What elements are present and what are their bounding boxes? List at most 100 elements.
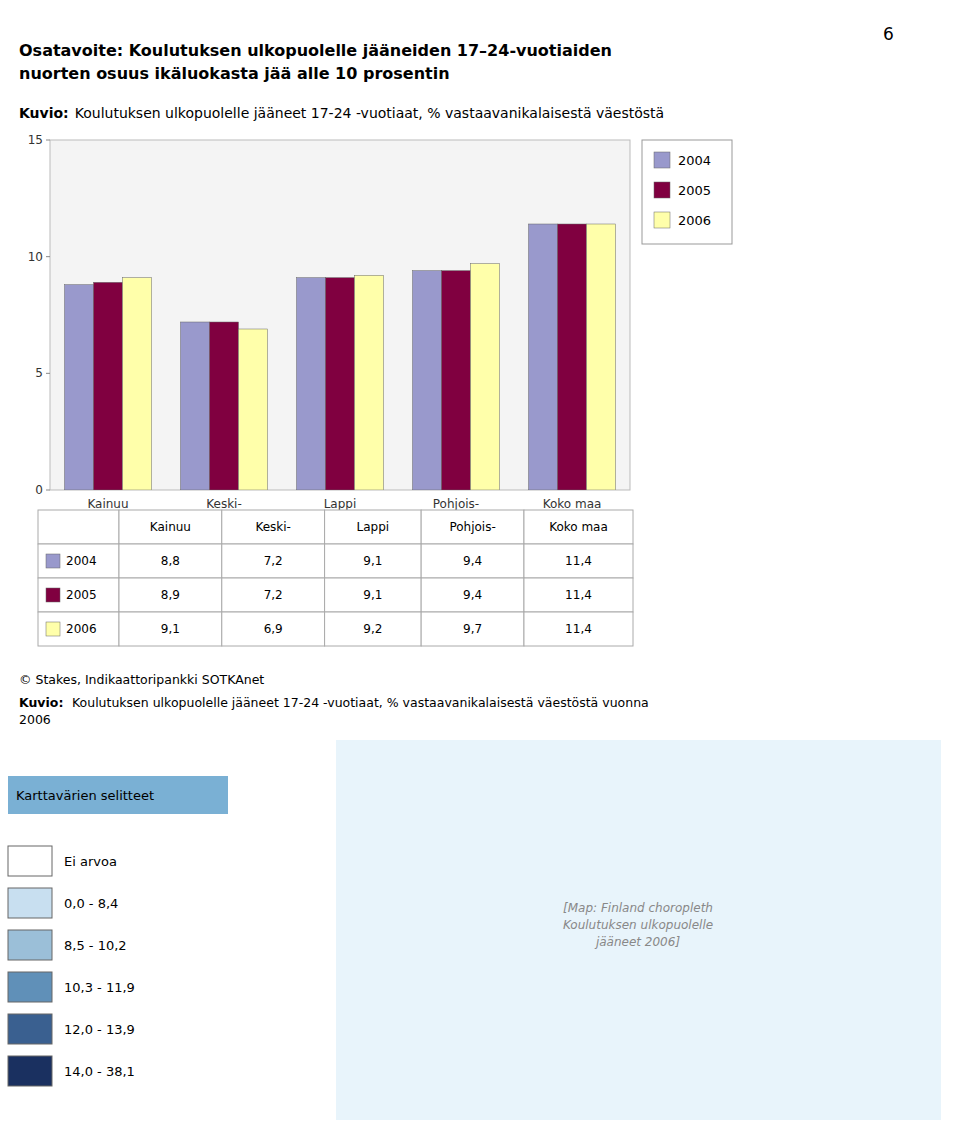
table-cell [38,612,119,646]
table-cell [524,510,633,544]
table-cell [421,612,524,646]
map-placeholder-area [336,740,941,1120]
map-legend-swatch [8,1056,52,1086]
table-value: 8,9 [161,588,180,602]
footer-text: Koulutuksen ulkopuolelle jääneet 17-24 -… [19,695,649,727]
bar [65,285,94,490]
table-value: 7,2 [264,588,283,602]
table-cell [119,612,222,646]
footer-label: Kuvio: [19,695,63,710]
table-value: 9,1 [161,622,180,636]
table-value: 9,7 [463,622,482,636]
table-value: 7,2 [264,554,283,568]
bar [181,322,210,490]
table-cell [325,612,422,646]
table-value: 9,4 [463,554,482,568]
chart-caption: Kuvio: Koulutuksen ulkopuolelle jääneet 1… [19,105,664,121]
table-row-label: 2006 [66,622,97,636]
table-header: Lappi [357,520,390,534]
bar [326,278,355,490]
table-cell [119,544,222,578]
y-tick [46,373,50,374]
plot-area [50,140,630,490]
y-tick-label: 10 [28,250,43,264]
x-tick-label: Kainuu [87,497,128,511]
bar [587,224,616,490]
table-value: 11,4 [565,554,592,568]
map-legend-label: 0,0 - 8,4 [64,896,118,911]
table-swatch [46,588,60,602]
table-cell [524,544,633,578]
bars [65,224,616,490]
table-value: 9,1 [363,554,382,568]
table-cell [222,612,325,646]
map-legend-swatch [8,846,52,876]
y-tick [46,140,50,141]
bar [413,271,442,490]
map-legend-label: 10,3 - 11,9 [64,980,135,995]
x-tick-label: Keski- [206,497,242,511]
map-legend-header [8,776,228,814]
legend-swatch [654,212,670,228]
table-cell [421,578,524,612]
table-value: 6,9 [264,622,283,636]
legend-label: 2005 [678,183,711,198]
table-cell [421,544,524,578]
page-number: 6 [883,24,894,44]
table-value: 11,4 [565,622,592,636]
table-cell [325,510,422,544]
table-header: Kainuu [150,520,191,534]
caption-label: Kuvio: [19,105,69,121]
table-value: 11,4 [565,588,592,602]
x-tick-label: Koko maa [543,497,602,511]
x-tick-label: Lappi [324,497,357,511]
map-legend-title: Karttavärien selitteet [16,788,154,803]
table-cell [119,578,222,612]
legend-label: 2006 [678,213,711,228]
legend-swatch [654,182,670,198]
table-cell [38,578,119,612]
table-cell [421,510,524,544]
table-row-label: 2004 [66,554,97,568]
table-swatch [46,554,60,568]
table-value: 9,1 [363,588,382,602]
table-header: Keski- [255,520,291,534]
table-cell [222,510,325,544]
bar [123,278,152,490]
legend-swatch [654,152,670,168]
y-tick-label: 0 [35,483,43,497]
table-cell [222,578,325,612]
bar [471,264,500,490]
bar [210,322,239,490]
table-header: Pohjois- [449,520,495,534]
table-cell [38,544,119,578]
map-legend-label: 12,0 - 13,9 [64,1022,135,1037]
map-legend-label: 14,0 - 38,1 [64,1064,135,1079]
table-cell [524,612,633,646]
source: © Stakes, Indikaattoripankki SOTKAnet [19,672,264,687]
map-legend-swatch [8,1014,52,1044]
bar [355,275,384,490]
bar [442,271,471,490]
map-legend-label: 8,5 - 10,2 [64,938,127,953]
y-tick [46,490,50,491]
table-value: 9,4 [463,588,482,602]
table-value: 8,8 [161,554,180,568]
table-row-label: 2005 [66,588,97,602]
title: Osatavoite: Koulutuksen ulkopuolelle jää… [19,41,612,83]
y-tick [46,256,50,257]
legend [642,140,732,244]
table-value: 9,2 [363,622,382,636]
map-legend-swatch [8,888,52,918]
x-tick-label: Pohjois- [433,497,479,511]
legend-label: 2004 [678,153,711,168]
table-cell [524,578,633,612]
table-cell [38,510,119,544]
table-cell [325,578,422,612]
table-cell [222,544,325,578]
map-legend-swatch [8,930,52,960]
bar [239,329,268,490]
table-cell [325,544,422,578]
y-tick-label: 15 [28,133,43,147]
caption-text: Koulutuksen ulkopuolelle jääneet 17-24 -… [75,105,664,121]
